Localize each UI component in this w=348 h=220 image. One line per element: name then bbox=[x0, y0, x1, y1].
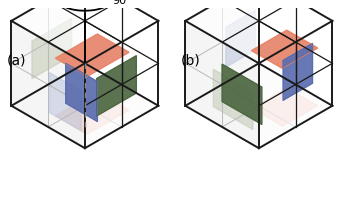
Polygon shape bbox=[85, 21, 158, 148]
Polygon shape bbox=[55, 92, 129, 134]
Polygon shape bbox=[259, 21, 332, 148]
Polygon shape bbox=[55, 34, 129, 77]
Polygon shape bbox=[185, 0, 259, 106]
Polygon shape bbox=[226, 10, 255, 67]
Polygon shape bbox=[11, 21, 85, 148]
Polygon shape bbox=[283, 43, 313, 100]
Text: (b): (b) bbox=[181, 53, 200, 67]
Polygon shape bbox=[185, 0, 332, 63]
Text: (a): (a) bbox=[7, 53, 26, 67]
Polygon shape bbox=[213, 69, 253, 130]
Polygon shape bbox=[185, 63, 332, 148]
Polygon shape bbox=[185, 21, 259, 148]
Polygon shape bbox=[97, 56, 136, 116]
Polygon shape bbox=[66, 63, 97, 121]
Polygon shape bbox=[85, 0, 158, 106]
Text: 90°: 90° bbox=[112, 0, 132, 6]
Polygon shape bbox=[11, 0, 85, 106]
Polygon shape bbox=[11, 0, 158, 63]
Polygon shape bbox=[252, 88, 318, 126]
Polygon shape bbox=[50, 73, 81, 131]
Polygon shape bbox=[11, 63, 158, 148]
Polygon shape bbox=[252, 30, 318, 68]
Polygon shape bbox=[222, 64, 262, 125]
Polygon shape bbox=[259, 0, 332, 106]
Polygon shape bbox=[32, 18, 72, 79]
